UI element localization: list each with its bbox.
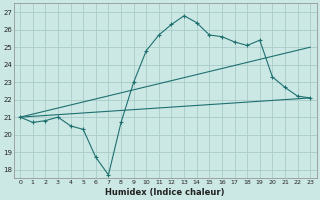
X-axis label: Humidex (Indice chaleur): Humidex (Indice chaleur) [106,188,225,197]
